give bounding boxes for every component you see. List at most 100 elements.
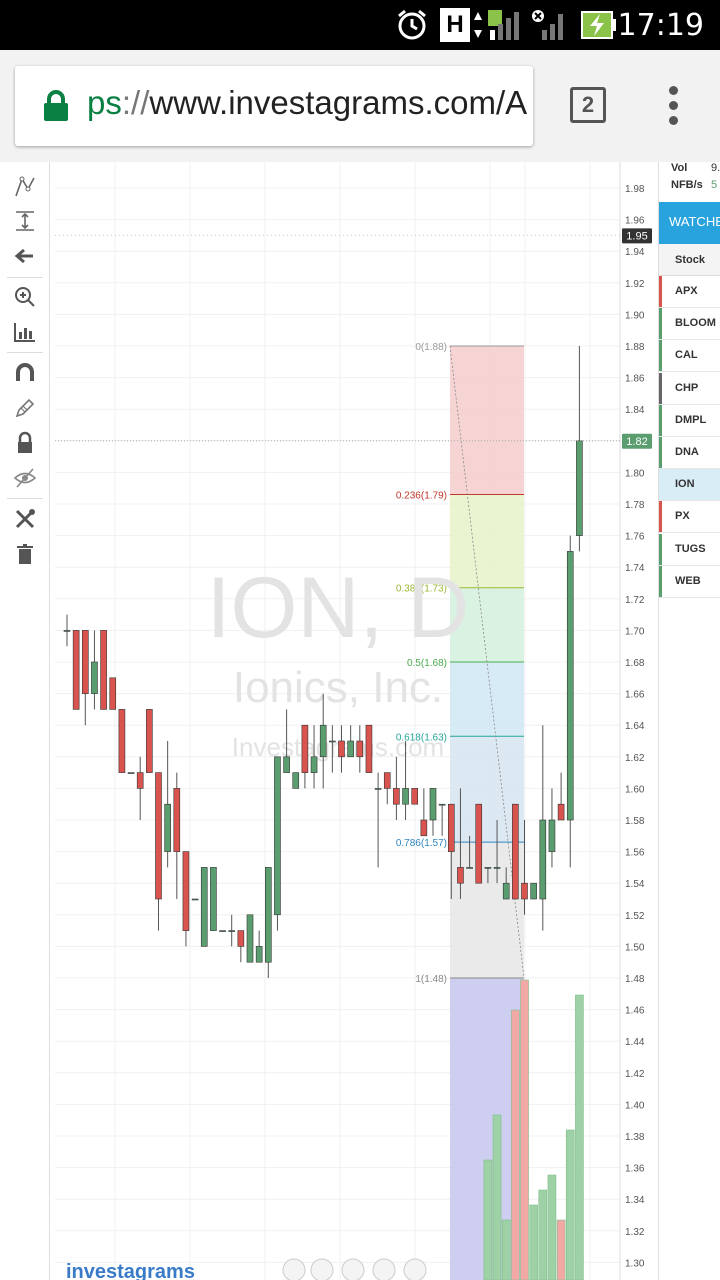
zoom-in-button[interactable] [310,1258,334,1280]
candle-body [347,740,354,758]
watchlist-row-bloom[interactable]: BLOOM [659,308,720,341]
candle-body [356,740,364,758]
zoom-out-button[interactable] [282,1258,306,1280]
go-latest-button[interactable] [403,1258,427,1280]
candle-body [447,803,455,852]
candle-body [466,867,473,869]
arrow-left-icon[interactable] [7,241,43,271]
fib-level-label: 0.382(1.73) [396,584,447,595]
candle-body [91,661,98,694]
tools-icon[interactable] [7,504,43,534]
stock-symbol: DNA [675,446,699,458]
price-chart[interactable]: 0(1.88) 0.236(1.79) 0.382(1.73) 0.5(1.68) 0.… [50,162,658,1280]
volume-bar [575,994,584,1280]
chart-watermark: ION, D Ionics, Inc. Investagrams.com [207,560,470,762]
watchlist-header-tab[interactable]: WATCHE [659,202,720,244]
magnet-icon[interactable] [7,358,43,388]
no-signal-icon [532,10,563,40]
reset-chart-button[interactable] [341,1258,365,1280]
candle-body [493,867,501,869]
stock-column-header[interactable]: Stock [659,244,720,276]
row-change-indicator [659,404,662,436]
marker-price-tag [622,228,652,244]
trend-line-icon[interactable] [7,172,43,202]
lock-icon[interactable] [7,428,43,458]
candle-body [100,630,107,710]
fib-level-label: 0.236(1.79) [396,491,447,502]
watchlist-row-cal[interactable]: CAL [659,340,720,373]
lock-icon [44,90,68,121]
volume-bar [492,1114,502,1280]
toolbar-divider [7,352,43,353]
fib-level-label: 0.786(1.57) [396,838,447,849]
y-tick-label: 1.58 [625,816,645,827]
measure-icon[interactable] [7,206,43,236]
investagrams-logo: investagrams [66,1261,195,1280]
candle-body [191,898,199,901]
stock-symbol: BLOOM [675,317,716,330]
candle-body [274,756,281,916]
pencil-icon[interactable] [7,393,43,423]
candle-body [118,709,126,773]
fib-zone [450,587,524,662]
url-host: www.investagrams.com/A [149,84,528,121]
candle-body [566,551,574,821]
tab-switcher-button[interactable]: 2 [570,87,606,123]
watchlist-row-ion[interactable]: ION [659,469,720,502]
toolbar-divider [7,277,43,278]
candle-body [383,772,391,789]
chart-bottom-controls: investagrams [66,1258,427,1280]
watchlist-row-px[interactable]: PX [659,501,720,534]
watchlist-row-tugs[interactable]: TUGS [659,533,720,566]
browser-toolbar: ps://www.investagrams.com/A 2 [0,50,720,162]
watchlist-row-chp[interactable]: CHP [659,372,720,405]
nfb-value: 5 [711,179,718,191]
y-tick-label: 1.52 [625,911,645,922]
stock-symbol: PX [675,510,690,523]
y-tick-label: 1.68 [625,658,645,669]
fib-level-label: 0.5(1.68) [407,658,447,669]
battery-charging-icon [581,11,616,39]
candle-body [246,914,254,963]
url-bar[interactable]: ps://www.investagrams.com/A [15,66,533,146]
candle-body [512,803,519,900]
zoom-in-icon[interactable] [7,282,43,312]
candle-body [301,724,309,773]
stock-symbol: CHP [675,381,699,394]
fib-zone [450,346,524,495]
chart-grid [55,162,620,1280]
trash-icon[interactable] [7,539,43,569]
scroll-right-button[interactable] [372,1258,396,1280]
y-tick-label: 1.62 [625,753,645,764]
signal-icon [474,10,519,40]
stock-symbol: WEB [675,574,701,587]
watchlist-row-apx[interactable]: APX [659,276,720,308]
watchlist-row-web[interactable]: WEB [659,565,720,598]
fib-zone [450,662,524,737]
candle-body [502,882,510,900]
fib-level-label: 1(1.48) [415,974,447,985]
row-change-indicator [659,565,662,597]
browser-menu-button[interactable] [660,86,688,126]
candle-body [72,630,80,710]
candle-body [146,709,153,773]
watermark-name: Ionics, Inc. [233,663,443,712]
watchlist-row-dmpl[interactable]: DMPL [659,404,720,437]
volume-bar [511,1009,520,1280]
volume-bar [556,1219,566,1280]
y-tick-label: 1.92 [625,279,645,290]
candle-body [576,440,583,536]
volume-stat: Vol 9. [671,162,720,174]
candle-body [420,819,428,837]
candle-body [557,803,565,821]
candle-body [81,630,89,694]
volume-bar [483,1159,493,1280]
url-text[interactable]: ps://www.investagrams.com/A [87,84,527,122]
volume-label: Vol [671,162,688,174]
y-tick-label: 1.54 [625,879,645,890]
watchlist-row-dna[interactable]: DNA [659,437,720,469]
y-tick-label: 1.40 [625,1100,645,1111]
hide-icon[interactable] [7,463,43,493]
ruler-icon[interactable] [7,317,43,347]
candle-body [530,882,537,900]
